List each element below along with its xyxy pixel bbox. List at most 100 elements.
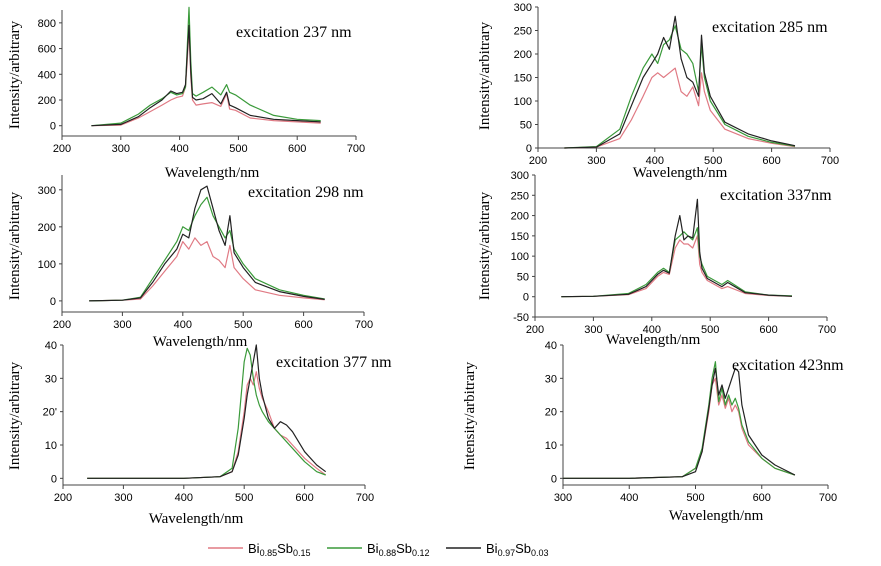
chart-panel-1: 200 300 400 500 600 700 0 200 400 600 800 excitatio… (7, 6, 365, 181)
y-axis-label: Intensity/arbitrary (477, 191, 493, 300)
x-tick-label: 400 (620, 492, 638, 504)
series-line-3 (563, 367, 796, 479)
legend-entry-2: Bi0.88Sb0.12 (327, 541, 430, 558)
y-axis-label: Intensity/arbitrary (477, 21, 493, 130)
y-tick-label: 200 (38, 95, 56, 107)
y-tick-label: 250 (514, 26, 532, 38)
x-tick-label: 200 (526, 324, 544, 336)
y-tick-label: 40 (45, 340, 57, 352)
y-tick-label: -50 (513, 312, 529, 324)
x-tick-label: 200 (53, 143, 71, 155)
y-tick-label: 0 (50, 121, 56, 133)
y-tick-label: 100 (38, 259, 56, 271)
chart-panel-4: 200 300 400 500 600 700 -50 0 50 100 150 200 250 300 e… (477, 170, 836, 348)
chart-panel-6: 300 400 500 600 700 0 10 20 30 40 excitation 423nm… (462, 340, 844, 524)
x-tick-label: 200 (529, 155, 547, 167)
series-line-2 (561, 227, 793, 298)
panel-title: excitation 337nm (720, 187, 832, 204)
series-line-1 (89, 237, 325, 302)
panel-title: excitation 377 nm (276, 354, 392, 371)
y-tick-label: 100 (514, 96, 532, 108)
x-tick-label: 300 (584, 324, 602, 336)
x-tick-label: 300 (554, 492, 572, 504)
x-axis-label: Wavelength/nm (165, 165, 260, 181)
series-line-2 (563, 361, 796, 479)
y-tick-label: 10 (545, 440, 557, 452)
y-tick-label: 100 (511, 251, 529, 263)
x-tick-label: 400 (174, 319, 192, 331)
y-tick-label: 150 (514, 73, 532, 85)
x-axis-label: Wavelength/nm (153, 334, 248, 350)
legend-label-1: Bi0.85Sb0.15 (248, 541, 311, 558)
x-tick-label: 600 (762, 155, 780, 167)
y-axis-label: Intensity/arbitrary (7, 191, 23, 300)
series-line-3 (564, 15, 796, 149)
x-tick-label: 500 (229, 143, 247, 155)
y-tick-label: 40 (545, 340, 557, 352)
x-tick-label: 700 (818, 324, 836, 336)
x-tick-label: 300 (114, 492, 132, 504)
y-axis-label: Intensity/arbitrary (7, 20, 23, 129)
chart-panel-5: 200 300 400 500 600 700 0 10 20' 30 40 excitation 3… (7, 340, 392, 527)
y-tick-label: 0 (51, 473, 57, 485)
series-line-1 (91, 28, 321, 127)
series-line-3 (89, 185, 325, 302)
chart-panel-2: 200 300 400 500 600 700050100150200250300exci… (477, 2, 839, 181)
y-tick-label: 30 (45, 373, 57, 385)
x-tick-label: 500 (704, 155, 722, 167)
x-tick-label: 700 (356, 492, 374, 504)
chart-panels: 200 300 400 500 600 7000200400600800excitatio… (7, 2, 844, 527)
series-line-2 (87, 347, 326, 479)
x-axis-label: Wavelength/nm (633, 165, 728, 181)
y-tick-label: 50 (520, 120, 532, 132)
y-tick-label: 20 (545, 407, 557, 419)
y-tick-label: 800 (38, 18, 56, 30)
legend-label-3: Bi0.97Sb0.03 (486, 541, 549, 558)
y-tick-label: 20' (43, 407, 57, 419)
y-tick-label: 300 (514, 2, 532, 14)
series-line-2 (89, 196, 325, 302)
panel-title: excitation 298 nm (248, 184, 364, 201)
x-tick-label: 400 (643, 324, 661, 336)
x-tick-label: 300 (112, 143, 130, 155)
legend-label-2: Bi0.88Sb0.12 (367, 541, 430, 558)
panel-title: excitation 285 nm (712, 19, 828, 36)
y-tick-label: 10 (45, 440, 57, 452)
panel-title: excitation 237 nm (236, 24, 352, 41)
x-tick-label: 700 (821, 155, 839, 167)
y-tick-label: 250 (511, 190, 529, 202)
y-tick-label: 600 (38, 44, 56, 56)
x-tick-label: 500 (686, 492, 704, 504)
y-tick-label: 200 (511, 211, 529, 223)
x-tick-label: 700 (819, 492, 837, 504)
y-tick-label: 400 (38, 69, 56, 81)
x-tick-label: 700 (355, 319, 373, 331)
series-line-1 (564, 67, 796, 149)
y-axis-label: Intensity/arbitrary (7, 361, 23, 470)
y-tick-label: 50 (517, 271, 529, 283)
y-tick-label: 200 (514, 49, 532, 61)
x-tick-label: 700 (347, 143, 365, 155)
x-tick-label: 400 (646, 155, 664, 167)
series-line-1 (563, 377, 796, 479)
y-tick-label: 30 (545, 373, 557, 385)
y-tick-label: 0 (523, 292, 529, 304)
series-line-1 (87, 371, 327, 479)
y-tick-label: 200 (38, 222, 56, 234)
x-tick-label: 400 (175, 492, 193, 504)
series-line-1 (561, 235, 793, 298)
x-tick-label: 600 (294, 319, 312, 331)
x-axis-label: Wavelength/nm (149, 511, 244, 527)
y-tick-label: 150 (511, 231, 529, 243)
x-tick-label: 500 (234, 319, 252, 331)
x-tick-label: 200 (53, 319, 71, 331)
x-tick-label: 600 (759, 324, 777, 336)
panel-title: excitation 423nm (732, 357, 844, 374)
y-tick-label: 0 (50, 296, 56, 308)
y-tick-label: 0 (551, 473, 557, 485)
x-tick-label: 500 (701, 324, 719, 336)
y-axis-label: Intensity/arbitrary (462, 361, 478, 470)
series-line-3 (561, 198, 793, 298)
series-line-2 (564, 25, 796, 149)
